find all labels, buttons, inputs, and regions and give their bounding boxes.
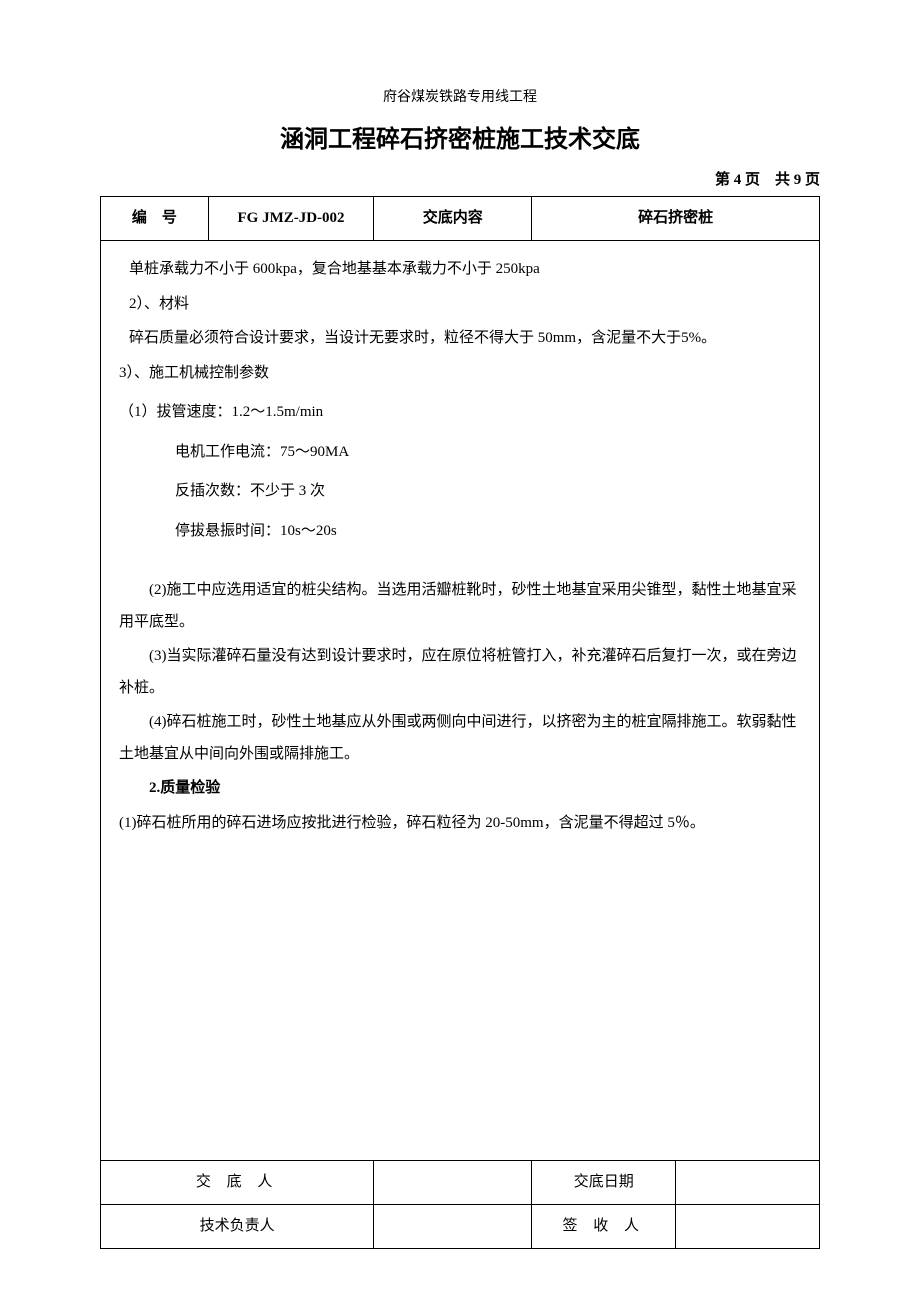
table-header-row: 编 号 FG JMZ-JD-002 交底内容 碎石挤密桩 xyxy=(101,197,820,241)
content-body: 单桩承载力不小于 600kpa，复合地基基本承载力不小于 250kpa 2）、材… xyxy=(101,241,820,1161)
content-heading: 2.质量检验 xyxy=(119,773,801,805)
receiver-value xyxy=(676,1205,819,1248)
content-row: 单桩承载力不小于 600kpa，复合地基基本承载力不小于 250kpa 2）、材… xyxy=(101,241,820,1161)
tech-leader-value xyxy=(374,1205,532,1249)
submit-date-value xyxy=(676,1161,819,1204)
code-value: FG JMZ-JD-002 xyxy=(208,197,373,241)
project-name: 府谷煤炭铁路专用线工程 xyxy=(100,85,820,110)
tech-leader-label: 技术负责人 xyxy=(101,1205,374,1249)
content-line: 碎石质量必须符合设计要求，当设计无要求时，粒径不得大于 50mm，含泥量不大于5… xyxy=(119,323,801,355)
content-line: 停拔悬振时间：10s～20s xyxy=(119,516,801,548)
submitter-label: 交 底 人 xyxy=(101,1161,374,1205)
main-table: 编 号 FG JMZ-JD-002 交底内容 碎石挤密桩 单桩承载力不小于 60… xyxy=(100,196,820,1249)
content-value: 碎石挤密桩 xyxy=(532,197,820,241)
submitter-value xyxy=(374,1161,532,1205)
content-line: (1)碎石桩所用的碎石进场应按批进行检验，碎石粒径为 20-50mm，含泥量不得… xyxy=(119,808,801,840)
document-title: 涵洞工程碎石挤密桩施工技术交底 xyxy=(100,118,820,161)
content-line: 单桩承载力不小于 600kpa，复合地基基本承载力不小于 250kpa xyxy=(119,254,801,286)
content-line: 2）、材料 xyxy=(119,289,801,321)
content-line: （1）拔管速度：1.2～1.5m/min xyxy=(119,397,801,429)
code-label: 编 号 xyxy=(101,197,209,241)
footer-row-1: 交 底 人 交底日期 xyxy=(101,1161,820,1205)
content-label: 交底内容 xyxy=(374,197,532,241)
content-line: (3)当实际灌碎石量没有达到设计要求时，应在原位将桩管打入，补充灌碎石后复打一次… xyxy=(119,641,801,704)
content-line: 3）、施工机械控制参数 xyxy=(119,358,801,390)
receiver-label: 签 收 人 xyxy=(532,1205,675,1248)
content-line: (2)施工中应选用适宜的桩尖结构。当选用活瓣桩靴时，砂性土地基宜采用尖锥型，黏性… xyxy=(119,575,801,638)
content-line: 电机工作电流：75～90MA xyxy=(119,437,801,469)
submit-date-label: 交底日期 xyxy=(532,1161,675,1204)
content-line: (4)碎石桩施工时，砂性土地基应从外围或两侧向中间进行，以挤密为主的桩宜隔排施工… xyxy=(119,707,801,770)
content-line: 反插次数：不少于 3 次 xyxy=(119,476,801,508)
page-number: 第 4 页 共 9 页 xyxy=(100,167,820,194)
footer-row-2: 技术负责人 签 收 人 xyxy=(101,1205,820,1249)
